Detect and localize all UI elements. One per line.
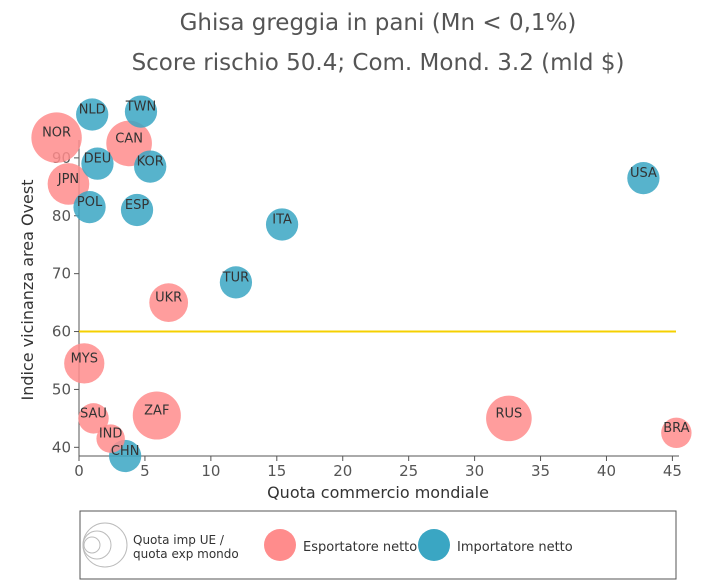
x-tick-label: 25 [399,462,418,480]
bubble-layer [31,95,692,473]
bubble-label-sau: SAU [80,406,107,421]
bubble-bra [661,417,692,449]
chart-subtitle: Score rischio 50.4; Com. Mond. 3.2 (mld … [132,50,625,76]
y-tick-label: 40 [52,438,71,456]
bubble-label-nor: NOR [42,126,71,141]
y-tick-label: 80 [52,207,71,225]
bubble-tur [219,266,253,299]
bubble-label-tur: TUR [222,270,250,285]
bubble-label-ind: IND [99,427,123,442]
x-tick-label: 20 [333,462,352,480]
legend: Quota imp UE / quota exp mondo Esportato… [79,510,677,580]
bubble-esp [120,193,154,227]
bubble-label-nld: NLD [79,102,106,117]
axes: 051015202530354045405060708090 [52,140,682,480]
bubble-label-ita: ITA [272,212,292,227]
legend-box [79,510,677,580]
bubble-sau [78,403,109,434]
legend-exporter-swatch [264,529,296,561]
bubble-label-zaf: ZAF [144,403,169,418]
bubble-label-layer: NOR CAN JPN UKR MYS SAU ZAF IND RUS BRA NLD TWN DEU K… [42,100,690,459]
y-axis-title: Indice vicinanza area Ovest [18,180,37,401]
bubble-usa [627,162,660,195]
x-axis-title: Quota commercio mondiale [267,483,489,502]
bubble-label-twn: TWN [125,100,157,115]
bubble-label-mys: MYS [71,351,98,366]
x-tick-label: 30 [465,462,484,480]
bubble-label-can: CAN [115,131,143,146]
legend-exporter-label: Esportatore netto [303,540,417,555]
x-tick-label: 15 [267,462,286,480]
bubble-twn [124,95,158,128]
bubble-label-jpn: JPN [57,172,79,187]
y-tick-label: 70 [52,265,71,283]
x-tick-label: 40 [597,462,616,480]
legend-size-icon-small [83,536,101,554]
bubble-nld [76,98,109,131]
bubble-label-rus: RUS [495,406,522,421]
bubble-kor [134,150,167,183]
x-tick-label: 10 [201,462,220,480]
bubble-label-chn: CHN [111,444,140,459]
bubble-label-ukr: UKR [155,291,182,306]
legend-size-icon-medium [82,530,112,560]
legend-size-label-line-2: quota exp mondo [133,547,239,561]
bubble-mys [64,343,105,384]
legend-size-label: Quota imp UE / quota exp mondo [133,533,239,561]
legend-importer-label: Importatore netto [457,540,573,555]
bubble-label-bra: BRA [663,421,689,436]
x-tick-label: 35 [531,462,550,480]
y-tick-label: 60 [52,323,71,341]
legend-importer-swatch [418,529,450,561]
bubble-label-pol: POL [77,195,103,210]
x-tick-label: 5 [140,462,150,480]
y-tick-label: 50 [52,380,71,398]
bubble-zaf [132,391,181,440]
bubble-label-usa: USA [630,166,657,181]
bubble-ukr [149,283,189,322]
x-tick-label: 0 [74,462,84,480]
x-tick-label: 45 [663,462,682,480]
bubble-pol [73,190,106,224]
chart-title: Ghisa greggia in pani (Mn < 0,1%) [180,10,577,36]
bubble-label-kor: KOR [137,155,164,170]
bubble-ita [265,208,299,241]
bubble-nor [31,112,82,163]
bubble-ind [96,424,125,453]
bubble-deu [81,147,114,180]
bubble-label-deu: DEU [84,152,112,167]
bubble-rus [486,395,532,442]
legend-size-label-line-1: Quota imp UE / [133,533,225,547]
bubble-jpn [47,163,90,205]
bubble-label-esp: ESP [125,198,149,213]
